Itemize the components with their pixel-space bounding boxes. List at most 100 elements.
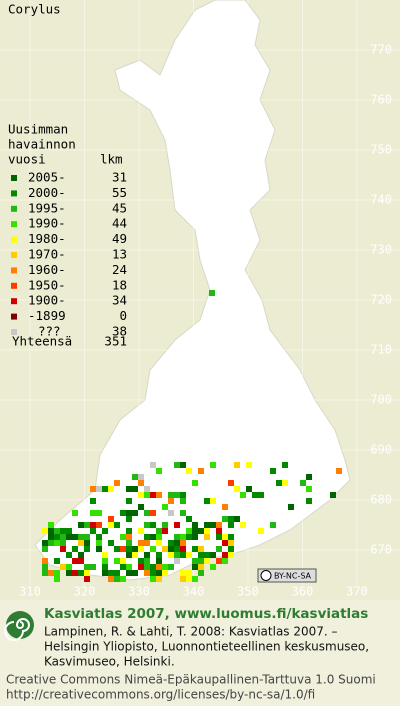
record-square	[120, 534, 126, 540]
legend-heading: vuosi	[8, 152, 46, 167]
legend-label: 1990-	[28, 216, 66, 231]
record-square	[174, 540, 180, 546]
record-square	[204, 534, 210, 540]
record-square	[174, 546, 180, 552]
record-square	[204, 528, 210, 534]
record-square	[270, 468, 276, 474]
record-square	[156, 492, 162, 498]
record-square	[126, 510, 132, 516]
record-square	[180, 570, 186, 576]
legend-label: 1970-	[28, 247, 66, 262]
record-square	[336, 468, 342, 474]
record-square	[126, 498, 132, 504]
legend-total: 351	[104, 334, 127, 349]
record-square	[180, 534, 186, 540]
record-square	[150, 492, 156, 498]
y-coordinate-label: 710	[370, 343, 392, 357]
logo-spiral	[4, 618, 30, 641]
record-square	[108, 522, 114, 528]
record-square	[198, 558, 204, 564]
legend: 2005- 31 2000- 55 1995- 45 1990- 44 1980- 49 1970-…	[11, 170, 127, 339]
record-square	[180, 462, 186, 468]
record-square	[234, 462, 240, 468]
x-coordinate-label: 360	[292, 585, 314, 599]
record-square	[126, 528, 132, 534]
record-square	[96, 540, 102, 546]
record-square	[120, 546, 126, 552]
record-square	[138, 474, 144, 480]
record-square	[144, 552, 150, 558]
legend-swatch	[11, 205, 17, 212]
record-square	[90, 510, 96, 516]
record-square	[192, 576, 198, 582]
legend-count: 38	[112, 324, 127, 339]
record-square	[72, 534, 78, 540]
record-square	[192, 522, 198, 528]
record-square	[84, 540, 90, 546]
record-square	[162, 528, 168, 534]
record-square	[144, 558, 150, 564]
record-square	[198, 528, 204, 534]
record-square	[78, 522, 84, 528]
legend-count: 13	[112, 247, 127, 262]
record-square	[48, 522, 54, 528]
legend-label: 1950-	[28, 277, 66, 292]
logo	[4, 611, 34, 641]
legend-label: -1899	[28, 308, 66, 323]
record-square	[150, 534, 156, 540]
y-coordinate-label: 730	[370, 243, 392, 257]
record-square	[54, 576, 60, 582]
y-coordinate-label: 720	[370, 293, 392, 307]
record-square	[168, 564, 174, 570]
record-square	[144, 522, 150, 528]
record-square	[138, 480, 144, 486]
record-square	[96, 534, 102, 540]
legend-count: 31	[112, 170, 127, 185]
record-square	[48, 534, 54, 540]
legend-count: 55	[112, 185, 127, 200]
record-square	[102, 564, 108, 570]
record-square	[198, 468, 204, 474]
record-square	[120, 564, 126, 570]
record-square	[78, 570, 84, 576]
record-square	[108, 570, 114, 576]
record-square	[114, 480, 120, 486]
record-square	[252, 492, 258, 498]
legend-label: 1995-	[28, 200, 66, 215]
record-square	[162, 564, 168, 570]
record-square	[96, 486, 102, 492]
record-square	[282, 480, 288, 486]
record-square	[198, 552, 204, 558]
record-square	[54, 570, 60, 576]
record-square	[174, 492, 180, 498]
record-square	[126, 570, 132, 576]
legend-swatch	[11, 329, 17, 335]
record-square	[216, 558, 222, 564]
record-square	[84, 546, 90, 552]
record-square	[246, 486, 252, 492]
legend-swatch	[11, 175, 17, 181]
record-square	[144, 534, 150, 540]
record-square	[66, 570, 72, 576]
finland-outline	[34, 0, 351, 581]
record-square	[168, 498, 174, 504]
record-square	[192, 534, 198, 540]
legend-swatch	[11, 298, 17, 305]
record-square	[126, 540, 132, 546]
record-square	[150, 546, 156, 552]
record-square	[54, 534, 60, 540]
legend-count: 49	[112, 231, 127, 246]
record-square	[120, 510, 126, 516]
record-square	[234, 516, 240, 522]
record-square	[138, 546, 144, 552]
record-square	[60, 546, 66, 552]
record-square	[222, 534, 228, 540]
record-square	[174, 552, 180, 558]
record-square	[42, 528, 48, 534]
record-square	[150, 510, 156, 516]
record-square	[240, 492, 246, 498]
record-square	[42, 546, 48, 552]
record-square	[180, 546, 186, 552]
y-coordinate-label: 750	[370, 143, 392, 157]
